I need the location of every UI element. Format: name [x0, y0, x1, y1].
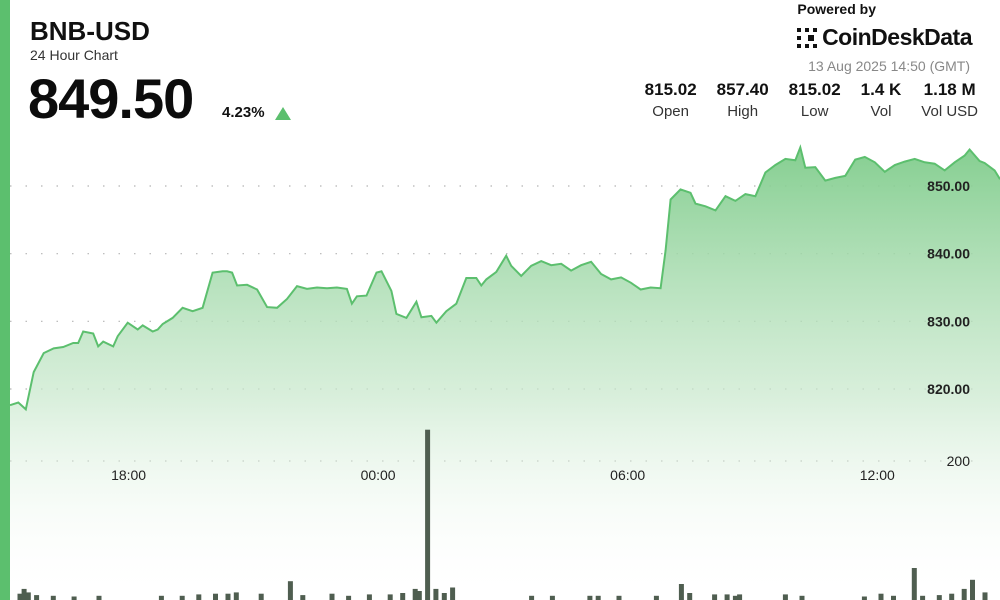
stat-high: 857.40 High	[717, 80, 769, 120]
price-line	[9, 144, 1000, 412]
volume-bar	[425, 429, 431, 600]
volume-bar	[687, 593, 693, 600]
volume-bar	[587, 595, 593, 600]
volume-bar	[949, 593, 955, 600]
volume-bar	[878, 593, 884, 600]
stat-label: Low	[800, 103, 829, 120]
volume-bar	[982, 592, 988, 600]
volume-bars	[17, 429, 988, 600]
coindesk-logo-icon	[797, 27, 818, 48]
volume-bar	[179, 595, 185, 600]
volume-bar	[300, 595, 306, 600]
x-axis-ticks: 18:00 00:00 06:00 12:00	[111, 467, 895, 483]
stat-value: 815.02	[788, 80, 841, 99]
x-tick-label: 18:00	[111, 467, 146, 483]
volume-bar	[782, 594, 788, 600]
stat-volume-usd: 1.18 M Vol USD	[921, 80, 978, 120]
price-area	[10, 147, 1000, 600]
volume-bar	[678, 584, 684, 600]
volume-bar	[441, 593, 447, 600]
volume-bar	[891, 595, 896, 600]
volume-bar	[595, 595, 601, 600]
y-tick-label: 840.00	[927, 246, 970, 262]
brand-logo: CoinDeskData	[796, 24, 972, 51]
volume-bar	[287, 581, 293, 600]
volume-axis-label: 200	[947, 453, 971, 469]
stat-value: 1.18 M	[923, 80, 976, 99]
volume-bar	[712, 594, 718, 600]
stat-value: 857.40	[716, 80, 769, 99]
volume-bar	[961, 588, 967, 600]
volume-bar	[861, 596, 867, 600]
x-tick-label: 06:00	[610, 467, 645, 483]
stat-value: 1.4 K	[860, 80, 902, 99]
volume-bar	[450, 587, 456, 600]
volume-bar	[412, 588, 418, 600]
y-tick-label: 820.00	[927, 381, 970, 397]
volume-bar	[433, 588, 439, 600]
volume-bar	[936, 595, 942, 600]
x-tick-label: 00:00	[361, 467, 396, 483]
stat-label: Vol USD	[921, 103, 978, 120]
volume-bar	[616, 595, 622, 600]
volume-bar	[34, 595, 40, 600]
volume-bar	[387, 594, 393, 600]
volume-bar	[911, 568, 917, 600]
current-price: 849.50	[28, 67, 194, 130]
volume-bar	[346, 595, 352, 600]
volume-bar	[21, 588, 27, 600]
volume-bar	[416, 591, 422, 600]
stat-label: Vol	[870, 103, 892, 120]
volume-bar	[737, 594, 743, 600]
volume-bar	[213, 593, 218, 600]
powered-by-label: Powered by	[797, 1, 876, 17]
volume-bar	[970, 579, 975, 600]
y-tick-label: 850.00	[927, 178, 970, 194]
volume-bar	[400, 593, 406, 600]
volume-bar	[799, 595, 805, 600]
volume-bar	[366, 594, 372, 600]
volume-bar	[71, 596, 77, 600]
x-tick-label: 12:00	[860, 467, 895, 483]
chart-subtitle: 24 Hour Chart	[30, 47, 118, 63]
price-change-percent: 4.23%	[222, 104, 265, 121]
volume-bar	[225, 593, 231, 600]
y-tick-label: 830.00	[927, 313, 970, 329]
volume-bar	[96, 595, 102, 600]
volume-bar	[653, 595, 659, 600]
volume-bar	[549, 595, 555, 600]
stat-open: 815.02 Open	[645, 80, 697, 120]
brand-name: CoinDeskData	[822, 24, 972, 50]
volume-bar	[329, 593, 335, 600]
volume-bar	[732, 595, 738, 600]
volume-bar	[920, 595, 926, 600]
timestamp: 13 Aug 2025 14:50 (GMT)	[808, 58, 970, 74]
stat-label: High	[727, 103, 759, 120]
volume-bar	[258, 593, 264, 600]
volume-bar	[724, 594, 730, 600]
symbol-title: BNB-USD	[30, 16, 150, 46]
stat-low: 815.02 Low	[789, 80, 841, 120]
stats-row: 815.02 Open 857.40 High 815.02 Low 1.4 K…	[625, 80, 978, 120]
stat-volume: 1.4 K Vol	[861, 80, 902, 120]
volume-bar	[50, 595, 56, 600]
volume-bar	[196, 594, 202, 600]
volume-bar	[25, 592, 31, 600]
accent-bar	[0, 0, 10, 600]
volume-bar	[17, 593, 23, 600]
volume-bar	[233, 592, 239, 600]
stat-label: Open	[652, 103, 689, 120]
volume-bar	[529, 595, 535, 600]
up-triangle-icon	[275, 107, 291, 120]
volume-bar	[158, 595, 164, 600]
y-axis-ticks: 850.00 840.00 830.00 820.00 200	[927, 178, 970, 469]
stat-value: 815.02	[644, 80, 697, 99]
